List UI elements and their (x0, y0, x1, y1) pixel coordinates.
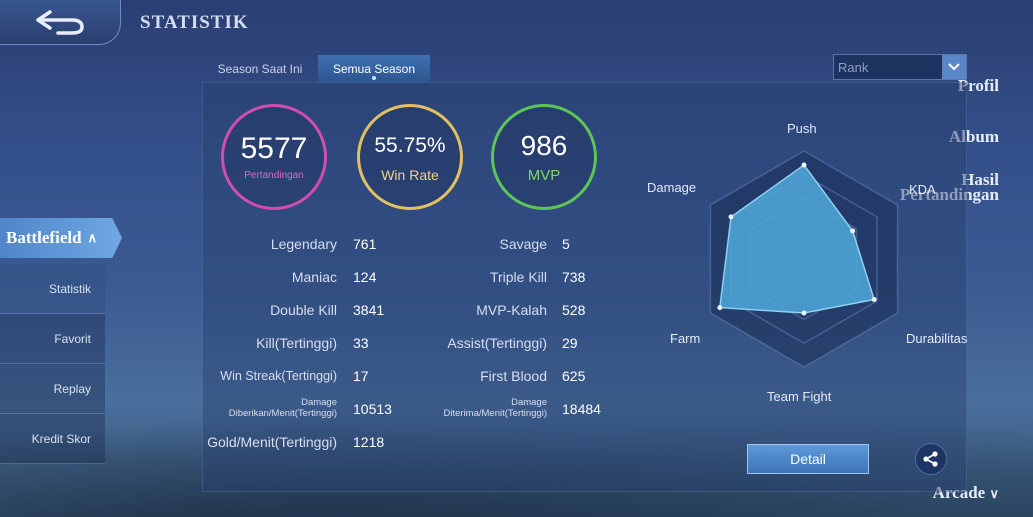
radar-value-point (728, 214, 734, 220)
chevron-down-icon (942, 55, 966, 79)
stat-value: 528 (562, 302, 586, 318)
stat-label: First Blood (480, 368, 547, 384)
winrate-value: 55.75% (374, 134, 446, 157)
back-button[interactable] (0, 0, 121, 45)
radar-value-point (717, 305, 723, 311)
mvp-circle: 986 MVP (491, 104, 597, 210)
stat-value: 33 (353, 335, 369, 351)
radar-value-point (850, 228, 856, 234)
sidebar-item-album[interactable]: Album (948, 127, 999, 146)
submenu-item-label: Favorit (54, 331, 91, 346)
stat-value: 738 (562, 269, 586, 285)
sidebar-item-hasil-pertandingan[interactable]: Hasil Pertandingan (899, 170, 999, 204)
rank-dropdown-value: Rank (838, 59, 869, 75)
stat-value: 18484 (562, 401, 601, 417)
performance-radar-chart (709, 150, 899, 368)
share-icon (923, 451, 938, 467)
mvp-label: MVP (527, 166, 561, 184)
radar-label-kda: KDA (909, 182, 936, 197)
stat-label: Savage (499, 236, 547, 252)
mvp-value: 986 (520, 129, 568, 161)
radar-value-point (801, 310, 807, 316)
stat-label: Legendary (270, 236, 337, 252)
battlefield-submenu: Statistik Favorit Replay Kredit Skor (0, 264, 105, 464)
stat-label: Gold/Menit(Tertinggi) (207, 434, 337, 450)
matches-circle: 5577 Pertandingan (221, 104, 327, 210)
radar-label-team-fight: Team Fight (767, 389, 832, 404)
tab-semua-season[interactable]: Semua Season (318, 55, 430, 82)
radar-label-farm: Farm (670, 331, 701, 346)
submenu-item-label: Replay (53, 381, 91, 396)
stat-label: Damage Diterima/Menit(Tertinggi) (443, 397, 547, 419)
stat-value: 3841 (353, 302, 385, 318)
page-title: STATISTIK (140, 12, 249, 33)
stat-label: Damage Diberikan/Menit(Tertinggi) (228, 397, 337, 419)
tab-season-saat-ini[interactable]: Season Saat Ini (217, 61, 303, 76)
submenu-item-kredit-skor[interactable]: Kredit Skor (0, 414, 105, 464)
stat-label: Maniac (291, 269, 337, 285)
stat-label: Double Kill (270, 302, 337, 318)
stat-label: Triple Kill (489, 269, 547, 285)
stat-value: 761 (353, 236, 377, 252)
submenu-item-label: Statistik (48, 281, 91, 296)
detail-button[interactable]: Detail (747, 444, 869, 474)
radar-value-point (871, 297, 877, 302)
matches-label: Pertandingan (244, 169, 304, 181)
submenu-item-favorit[interactable]: Favorit (0, 314, 105, 364)
radar-label-push: Push (787, 121, 817, 136)
rank-dropdown[interactable]: Rank (833, 54, 967, 80)
submenu-item-label: Kredit Skor (31, 431, 91, 446)
sidebar-item-profil[interactable]: Profil (957, 76, 999, 95)
chevron-up-icon: ∧ (87, 230, 98, 245)
sidebar-item-label: Arcade (932, 483, 986, 502)
back-arrow-icon (36, 10, 84, 35)
stat-label: MVP-Kalah (476, 302, 547, 318)
sidebar-item-battlefield[interactable]: Battlefield ∧ (0, 218, 122, 258)
chevron-down-icon: ∨ (989, 486, 999, 501)
sidebar-item-arcade[interactable]: Arcade ∨ (933, 483, 999, 503)
radar-value-point (801, 162, 807, 168)
share-button[interactable] (915, 443, 947, 475)
radar-label-durabilitas: Durabilitas (906, 331, 968, 346)
stat-value: 17 (353, 368, 369, 384)
radar-label-damage: Damage (647, 180, 697, 195)
matches-value: 5577 (240, 131, 308, 165)
stat-value: 10513 (353, 401, 392, 417)
stat-value: 625 (562, 368, 586, 384)
stat-label: Kill(Tertinggi) (256, 335, 337, 351)
stat-value: 124 (353, 269, 377, 285)
submenu-item-statistik[interactable]: Statistik (0, 264, 105, 314)
winrate-circle: 55.75% Win Rate (357, 104, 463, 210)
stat-label: Assist(Tertinggi) (447, 335, 547, 351)
submenu-item-replay[interactable]: Replay (0, 364, 105, 414)
winrate-label: Win Rate (381, 167, 439, 183)
stat-label: Win Streak(Tertinggi) (220, 369, 337, 383)
stat-value: 5 (562, 236, 570, 252)
stat-value: 1218 (353, 434, 385, 450)
stat-value: 29 (562, 335, 578, 351)
sidebar-item-label: Battlefield (6, 228, 82, 247)
